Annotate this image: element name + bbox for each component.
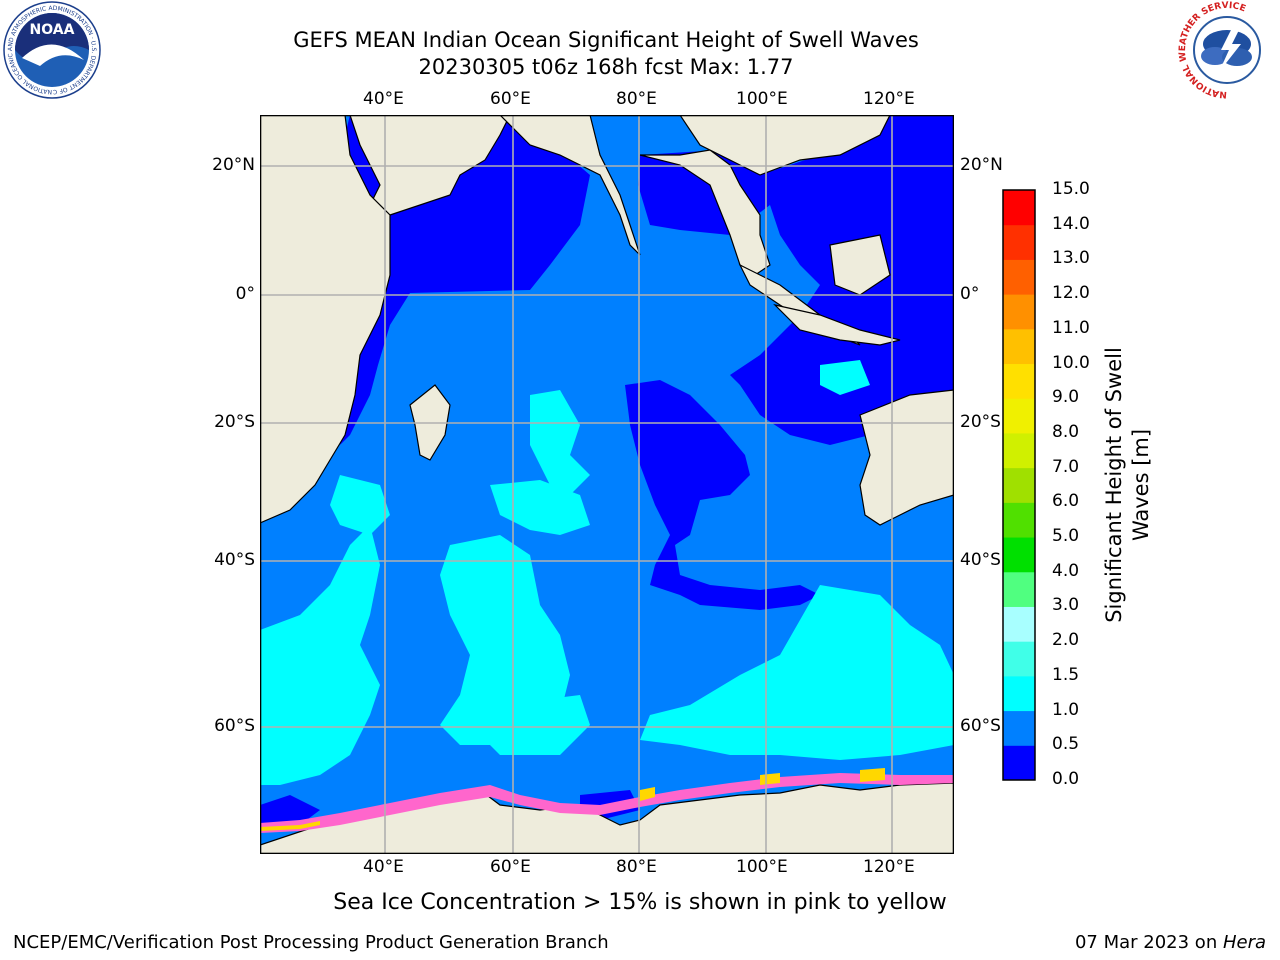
swell-band-1.0-1.5 bbox=[260, 360, 954, 785]
colorbar-tick-label: 14.0 bbox=[1052, 213, 1090, 234]
footer-right: 07 Mar 2023 on Hera bbox=[1075, 932, 1266, 953]
colorbar-tick-label: 1.0 bbox=[1052, 699, 1080, 720]
lon-label-bottom: 100°E bbox=[736, 857, 788, 877]
colorbar-segment bbox=[1003, 467, 1035, 503]
colorbar-segment bbox=[1003, 190, 1035, 226]
sea-ice-edge bbox=[260, 768, 954, 833]
colorbar-segment bbox=[1003, 432, 1035, 469]
footer-host: Hera bbox=[1222, 932, 1266, 953]
colorbar-segment bbox=[1003, 675, 1035, 712]
colorbar-segment bbox=[1003, 294, 1035, 330]
colorbar-title: Significant Height of Swell Waves [m] bbox=[1101, 347, 1155, 623]
lon-label-bottom: 120°E bbox=[863, 857, 915, 877]
colorbar-tick-label: 1.5 bbox=[1052, 664, 1080, 685]
noaa-logo-text: NOAA bbox=[30, 22, 75, 38]
footer-left: NCEP/EMC/Verification Post Processing Pr… bbox=[13, 932, 609, 953]
lat-label-left: 20°S bbox=[214, 412, 255, 432]
colorbar-segment bbox=[1003, 537, 1035, 573]
lat-label-right: 60°S bbox=[960, 716, 1001, 736]
colorbar-tick-labels: 0.0 0.5 1.0 1.5 2.0 3.0 4.0 5.0 6.0 7.0 8.0 9.0 10.0… bbox=[1052, 179, 1112, 790]
lat-label-right: 40°S bbox=[960, 550, 1001, 570]
lat-label-left: 0° bbox=[235, 284, 255, 304]
lat-label-right: 20°N bbox=[960, 155, 1003, 175]
colorbar-segment bbox=[1003, 259, 1035, 295]
colorbar-segment bbox=[1003, 710, 1035, 746]
colorbar-segment bbox=[1003, 745, 1035, 781]
colorbar-tick-label: 12.0 bbox=[1052, 283, 1090, 304]
colorbar-segment bbox=[1003, 641, 1035, 677]
colorbar bbox=[1002, 189, 1036, 781]
colorbar-tick-label: 9.0 bbox=[1052, 387, 1080, 408]
chart-subtitle: 20230305 t06z 168h fcst Max: 1.77 bbox=[418, 55, 794, 79]
lon-label-top: 60°E bbox=[490, 89, 531, 109]
colorbar-segment bbox=[1003, 224, 1035, 260]
lat-label-right: 0° bbox=[960, 284, 980, 304]
lon-label-top: 100°E bbox=[736, 89, 788, 109]
colorbar-frame bbox=[1002, 189, 1036, 781]
footer-date: 07 Mar 2023 on bbox=[1074, 932, 1223, 953]
colorbar-tick-label: 0.0 bbox=[1052, 769, 1080, 789]
colorbar-segment bbox=[1003, 398, 1035, 434]
colorbar-title-line1: Significant Height of Swell bbox=[1102, 347, 1126, 623]
colorbar-tick-label: 15.0 bbox=[1052, 179, 1090, 199]
land-masses bbox=[260, 115, 954, 854]
colorbar-segment bbox=[1003, 363, 1035, 399]
colorbar-tick-label: 4.0 bbox=[1052, 560, 1080, 581]
colorbar-tick-label: 8.0 bbox=[1052, 421, 1080, 442]
lon-label-top: 80°E bbox=[616, 89, 657, 109]
colorbar-tick-label: 2.0 bbox=[1052, 630, 1080, 651]
lon-label-bottom: 40°E bbox=[363, 857, 404, 877]
colorbar-tick-label: 3.0 bbox=[1052, 595, 1080, 616]
chart-title: GEFS MEAN Indian Ocean Significant Heigh… bbox=[293, 28, 919, 52]
lat-label-right: 20°S bbox=[960, 412, 1001, 432]
colorbar-tick-label: 6.0 bbox=[1052, 491, 1080, 512]
colorbar-tick-label: 13.0 bbox=[1052, 248, 1090, 269]
colorbar-segment bbox=[1003, 571, 1035, 607]
lon-label-bottom: 60°E bbox=[490, 857, 531, 877]
graticule bbox=[260, 115, 954, 854]
nws-logo: NATIONAL WEATHER SERVICE bbox=[1178, 1, 1275, 99]
colorbar-tick-label: 11.0 bbox=[1052, 317, 1090, 338]
colorbar-tick-label: 5.0 bbox=[1052, 526, 1080, 547]
colorbar-segment bbox=[1003, 328, 1035, 365]
colorbar-title-line2: Waves [m] bbox=[1129, 428, 1153, 542]
noaa-logo: NOAA NATIONAL OCEANIC AND ATMOSPHERIC AD… bbox=[0, 0, 101, 99]
colorbar-tick-label: 10.0 bbox=[1052, 352, 1090, 373]
colorbar-segment bbox=[1003, 606, 1035, 642]
lat-label-left: 60°S bbox=[214, 716, 255, 736]
map-panel bbox=[260, 115, 954, 854]
colorbar-tick-label: 7.0 bbox=[1052, 456, 1080, 477]
sea-ice-note: Sea Ice Concentration > 15% is shown in … bbox=[333, 890, 947, 915]
lat-label-left: 20°N bbox=[212, 155, 255, 175]
lon-label-top: 40°E bbox=[363, 89, 404, 109]
colorbar-tick-label: 0.5 bbox=[1052, 734, 1080, 755]
map-frame bbox=[260, 115, 954, 854]
lon-label-top: 120°E bbox=[863, 89, 915, 109]
lat-label-left: 40°S bbox=[214, 550, 255, 570]
lon-label-bottom: 80°E bbox=[616, 857, 657, 877]
colorbar-segment bbox=[1003, 502, 1035, 538]
